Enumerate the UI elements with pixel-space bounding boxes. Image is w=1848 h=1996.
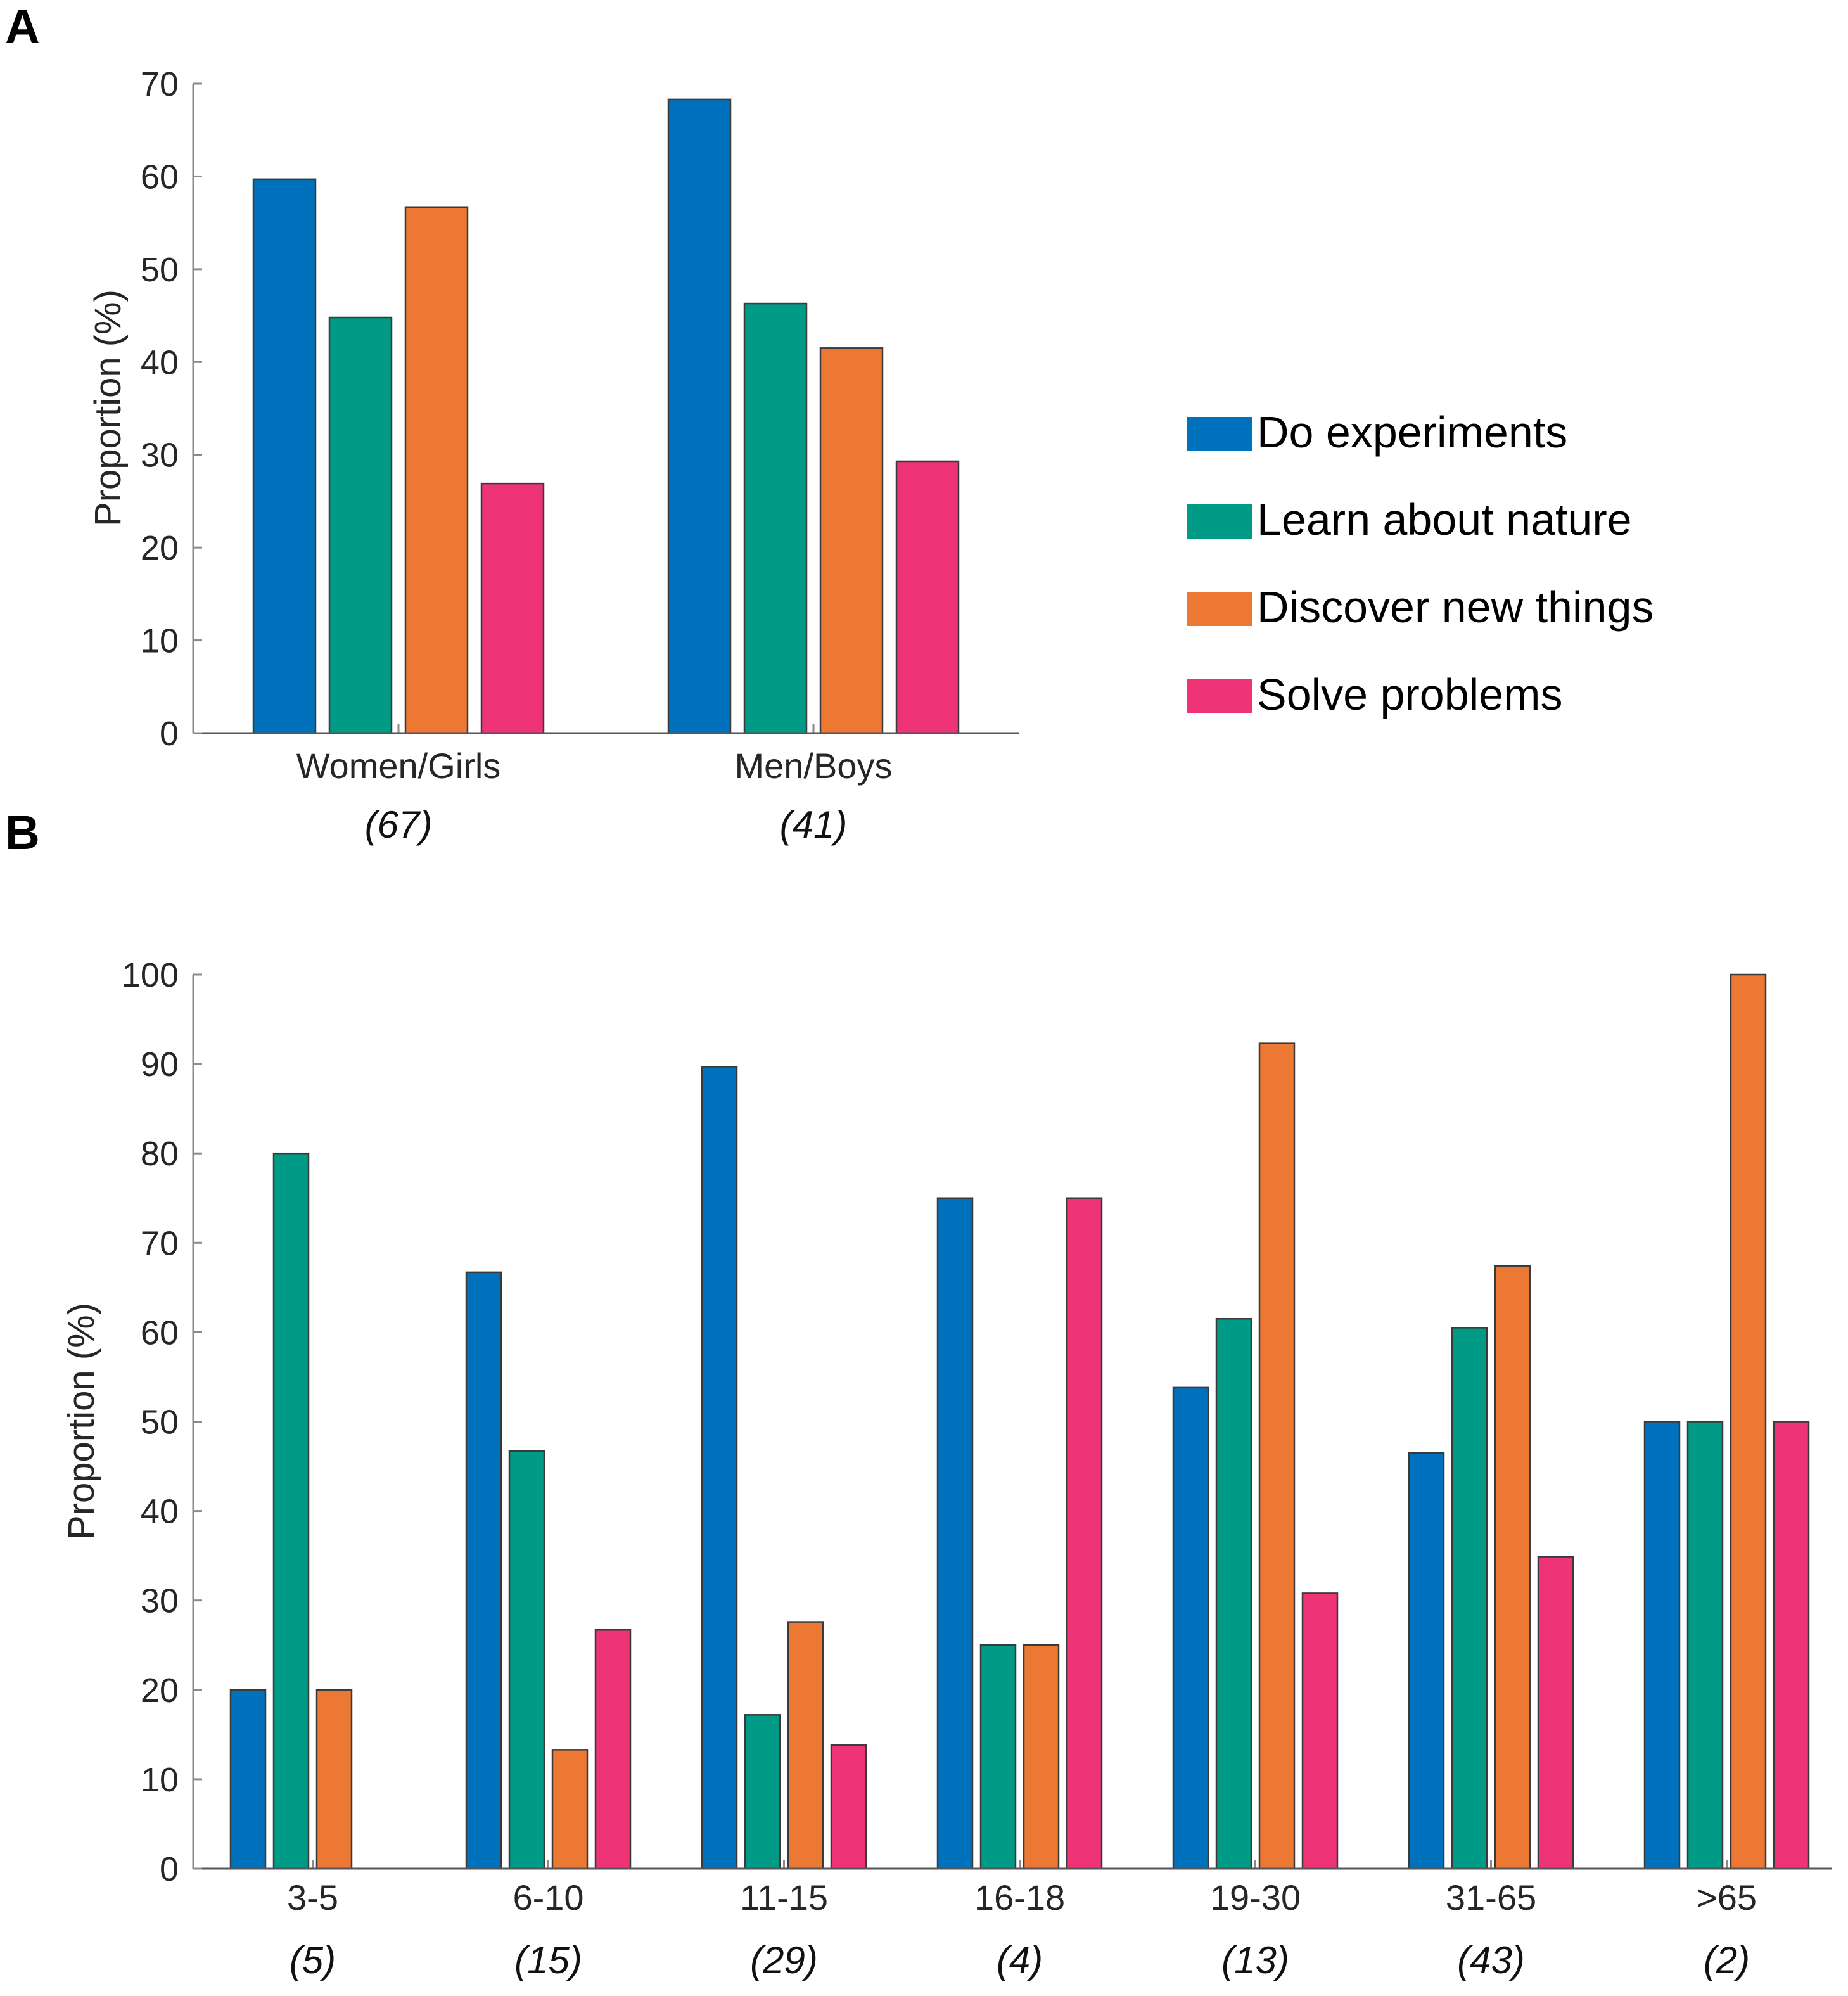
x-tick-label: 19-30 <box>1210 1878 1301 1917</box>
bar-a-discover-new-things-0 <box>404 206 469 734</box>
y-tick-label: 50 <box>141 251 179 289</box>
legend-swatch <box>1187 592 1252 626</box>
bar-a-solve-problems-1 <box>895 460 960 734</box>
bar-b-learn-about-nature-2 <box>744 1714 781 1870</box>
y-tick-label: 100 <box>122 956 179 994</box>
bar-b-solve-problems-6 <box>1773 1421 1810 1870</box>
bar-b-learn-about-nature-5 <box>1451 1327 1488 1870</box>
bar-b-discover-new-things-6 <box>1730 973 1767 1870</box>
legend: Do experiments Learn about nature Discover… <box>1187 407 1654 719</box>
y-tick-label: 80 <box>141 1135 179 1173</box>
panel-a-label: A <box>5 0 40 54</box>
y-tick-label: 50 <box>141 1404 179 1442</box>
x-tick-label: 3-5 <box>287 1878 338 1917</box>
bar-a-do-experiments-1 <box>667 98 732 734</box>
legend-swatch <box>1187 679 1252 713</box>
bar-b-solve-problems-3 <box>1066 1197 1103 1870</box>
bar-b-do-experiments-2 <box>701 1066 738 1870</box>
y-tick-label: 0 <box>160 715 179 753</box>
bar-a-do-experiments-0 <box>252 178 317 734</box>
bar-b-do-experiments-1 <box>465 1271 502 1870</box>
x-tick-label: Men/Boys <box>735 746 893 786</box>
legend-label: Solve problems <box>1257 670 1562 719</box>
bar-b-learn-about-nature-3 <box>979 1644 1017 1870</box>
y-tick-label: 20 <box>141 529 179 567</box>
bar-b-do-experiments-6 <box>1643 1421 1681 1870</box>
y-tick-label: 70 <box>141 65 179 103</box>
bar-b-solve-problems-5 <box>1537 1556 1574 1870</box>
bar-b-do-experiments-4 <box>1172 1386 1209 1870</box>
bar-b-discover-new-things-4 <box>1258 1042 1296 1870</box>
bar-b-solve-problems-1 <box>594 1629 632 1870</box>
bar-b-discover-new-things-5 <box>1494 1265 1531 1870</box>
sample-size-label: (43) <box>1457 1939 1525 1981</box>
y-tick-label: 30 <box>141 437 179 475</box>
x-tick-label: >65 <box>1697 1878 1757 1917</box>
y-tick-label: 10 <box>141 1761 179 1799</box>
panel-b-label: B <box>5 806 40 860</box>
bar-a-learn-about-nature-0 <box>328 316 393 734</box>
y-tick-label: 30 <box>141 1582 179 1620</box>
sample-size-label: (4) <box>997 1939 1043 1981</box>
bar-b-discover-new-things-2 <box>787 1621 824 1870</box>
legend-label: Learn about nature <box>1257 495 1632 544</box>
x-tick-label: Women/Girls <box>296 746 501 786</box>
y-tick-label: 20 <box>141 1672 179 1710</box>
x-tick-label: 11-15 <box>740 1878 828 1917</box>
bar-b-discover-new-things-0 <box>315 1689 353 1870</box>
legend-label: Discover new things <box>1257 582 1654 632</box>
bar-b-learn-about-nature-1 <box>508 1450 545 1870</box>
panel-a-chart: Women/Girls (67) Men/Boys (41) 0 10 20 30 40 50 60… <box>87 65 1019 846</box>
legend-swatch <box>1187 504 1252 539</box>
bar-b-do-experiments-0 <box>229 1689 267 1870</box>
y-tick-label: 90 <box>141 1046 179 1084</box>
sample-size-label: (5) <box>290 1939 336 1981</box>
bar-b-learn-about-nature-0 <box>272 1152 310 1870</box>
x-tick-label: 31-65 <box>1446 1878 1536 1917</box>
legend-label: Do experiments <box>1257 407 1567 457</box>
legend-swatch <box>1187 417 1252 451</box>
sample-size-label: (13) <box>1221 1939 1289 1981</box>
bar-a-solve-problems-0 <box>480 482 545 734</box>
sample-size-label: (15) <box>514 1939 582 1981</box>
bar-b-solve-problems-2 <box>830 1744 867 1870</box>
x-tick-label: 6-10 <box>513 1878 583 1917</box>
y-tick-label: 40 <box>141 343 179 381</box>
bar-a-learn-about-nature-1 <box>743 302 808 734</box>
y-axis-title: Proportion (%) <box>61 1303 102 1540</box>
y-tick-label: 60 <box>141 158 179 196</box>
y-tick-label: 0 <box>160 1850 179 1888</box>
y-tick-label: 70 <box>141 1224 179 1262</box>
sample-size-label: (41) <box>780 803 848 846</box>
bar-b-learn-about-nature-4 <box>1215 1317 1252 1870</box>
bar-b-do-experiments-5 <box>1408 1452 1445 1870</box>
y-axis-title: Proportion (%) <box>87 290 129 527</box>
sample-size-label: (29) <box>750 1939 818 1981</box>
bar-a-discover-new-things-1 <box>819 347 884 734</box>
y-tick-label: 60 <box>141 1314 179 1352</box>
bar-b-do-experiments-3 <box>936 1197 974 1870</box>
bar-b-solve-problems-4 <box>1301 1592 1339 1870</box>
y-tick-label: 40 <box>141 1493 179 1531</box>
sample-size-label: (67) <box>365 803 433 846</box>
panel-b-chart: 3-5 (5) 6-10 (15) 11-15 (29) 16-18 (4) 19-30 (13)… <box>61 956 1832 1981</box>
bar-b-learn-about-nature-6 <box>1686 1421 1724 1870</box>
bar-b-discover-new-things-3 <box>1023 1644 1060 1870</box>
bar-b-discover-new-things-1 <box>551 1749 589 1870</box>
sample-size-label: (2) <box>1704 1939 1750 1981</box>
x-tick-label: 16-18 <box>974 1878 1065 1917</box>
y-tick-label: 10 <box>141 622 179 660</box>
